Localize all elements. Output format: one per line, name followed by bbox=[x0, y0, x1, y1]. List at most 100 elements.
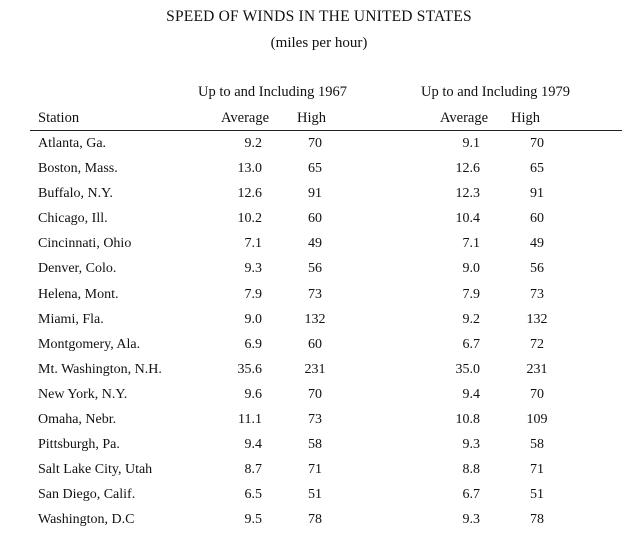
table-row: Buffalo, N.Y. 12.6 91 12.3 91 bbox=[0, 186, 638, 211]
cell-average-1967: 9.0 bbox=[244, 311, 263, 327]
cell-high-1979: 60 bbox=[530, 211, 544, 227]
cell-high-1979: 109 bbox=[526, 412, 548, 428]
cell-high-1967: 73 bbox=[308, 412, 322, 428]
cell-average-1967: 7.1 bbox=[244, 236, 263, 252]
cell-high-1979: 51 bbox=[530, 487, 544, 503]
cell-average-1979: 7.9 bbox=[462, 286, 481, 302]
table-row: Salt Lake City, Utah 8.7 71 8.8 71 bbox=[0, 462, 638, 487]
cell-average-1967: 6.9 bbox=[244, 336, 263, 352]
cell-average-1979: 9.3 bbox=[462, 512, 481, 528]
cell-high-1979: 91 bbox=[530, 186, 544, 202]
cell-high-1979: 56 bbox=[530, 261, 544, 277]
cell-average-1967: 6.5 bbox=[244, 487, 263, 503]
cell-station: Washington, D.C bbox=[38, 512, 135, 528]
cell-high-1967: 49 bbox=[308, 236, 322, 252]
cell-high-1979: 72 bbox=[530, 336, 544, 352]
group-header-1979: Up to and Including 1979 bbox=[421, 84, 571, 100]
table-title: SPEED OF WINDS IN THE UNITED STATES bbox=[166, 8, 472, 25]
column-header-station: Station bbox=[38, 110, 80, 126]
cell-high-1967: 132 bbox=[304, 311, 326, 327]
cell-average-1979: 12.6 bbox=[455, 161, 481, 177]
table-row: Miami, Fla. 9.0 132 9.2 132 bbox=[0, 312, 638, 337]
cell-average-1979: 6.7 bbox=[462, 336, 481, 352]
cell-high-1979: 71 bbox=[530, 462, 544, 478]
header-rule bbox=[30, 130, 622, 131]
cell-high-1979: 65 bbox=[530, 161, 544, 177]
column-header-average-1967: Average bbox=[221, 110, 270, 126]
table-body: Atlanta, Ga. 9.2 70 9.1 70 Boston, Mass. 13.0 6… bbox=[0, 136, 638, 538]
table-row: Omaha, Nebr. 11.1 73 10.8 109 bbox=[0, 412, 638, 437]
cell-average-1967: 9.5 bbox=[244, 512, 263, 528]
cell-average-1979: 10.4 bbox=[455, 211, 481, 227]
cell-average-1967: 9.2 bbox=[244, 136, 263, 151]
cell-high-1967: 70 bbox=[308, 136, 322, 151]
cell-average-1979: 6.7 bbox=[462, 487, 481, 503]
column-header-high-1967: High bbox=[297, 110, 326, 126]
cell-high-1967: 56 bbox=[308, 261, 322, 277]
cell-average-1967: 12.6 bbox=[237, 186, 263, 202]
cell-high-1967: 51 bbox=[308, 487, 322, 503]
cell-average-1979: 9.1 bbox=[462, 136, 481, 151]
table-row: Boston, Mass. 13.0 65 12.6 65 bbox=[0, 161, 638, 186]
cell-average-1979: 9.0 bbox=[462, 261, 481, 277]
cell-average-1967: 9.6 bbox=[244, 386, 263, 402]
cell-station: Cincinnati, Ohio bbox=[38, 236, 132, 252]
cell-average-1979: 35.0 bbox=[455, 361, 481, 377]
cell-station: Boston, Mass. bbox=[38, 161, 118, 177]
column-header-high-1979: High bbox=[511, 110, 540, 126]
cell-station: Denver, Colo. bbox=[38, 261, 117, 277]
cell-station: New York, N.Y. bbox=[38, 386, 128, 402]
cell-average-1967: 9.3 bbox=[244, 261, 263, 277]
cell-high-1979: 58 bbox=[530, 437, 544, 453]
cell-high-1967: 60 bbox=[308, 211, 322, 227]
cell-station: Buffalo, N.Y. bbox=[38, 186, 113, 202]
cell-high-1979: 132 bbox=[526, 311, 548, 327]
cell-station: Omaha, Nebr. bbox=[38, 412, 117, 428]
cell-average-1967: 13.0 bbox=[237, 161, 263, 177]
cell-average-1967: 11.1 bbox=[238, 412, 262, 428]
cell-high-1979: 70 bbox=[530, 386, 544, 402]
cell-high-1979: 231 bbox=[526, 361, 548, 377]
table-row: Washington, D.C 9.5 78 9.3 78 bbox=[0, 512, 638, 537]
cell-average-1967: 8.7 bbox=[244, 462, 263, 478]
cell-high-1967: 231 bbox=[304, 361, 326, 377]
table-row: Denver, Colo. 9.3 56 9.0 56 bbox=[0, 261, 638, 286]
cell-average-1979: 8.8 bbox=[462, 462, 481, 478]
table-row: Helena, Mont. 7.9 73 7.9 73 bbox=[0, 287, 638, 312]
cell-high-1967: 78 bbox=[308, 512, 322, 528]
cell-station: Pittsburgh, Pa. bbox=[38, 437, 120, 453]
cell-average-1979: 9.4 bbox=[462, 386, 481, 402]
table-row: Mt. Washington, N.H. 35.6 231 35.0 231 bbox=[0, 362, 638, 387]
cell-average-1979: 10.8 bbox=[455, 412, 481, 428]
table-subtitle: (miles per hour) bbox=[270, 35, 368, 51]
table-row: Pittsburgh, Pa. 9.4 58 9.3 58 bbox=[0, 437, 638, 462]
cell-average-1979: 7.1 bbox=[462, 236, 481, 252]
cell-high-1979: 70 bbox=[530, 136, 544, 151]
cell-station: Mt. Washington, N.H. bbox=[38, 361, 162, 377]
cell-average-1967: 10.2 bbox=[237, 211, 263, 227]
cell-average-1979: 9.2 bbox=[462, 311, 481, 327]
cell-station: Atlanta, Ga. bbox=[38, 136, 107, 151]
cell-average-1967: 35.6 bbox=[237, 361, 263, 377]
cell-high-1967: 58 bbox=[308, 437, 322, 453]
table-row: Chicago, Ill. 10.2 60 10.4 60 bbox=[0, 211, 638, 236]
cell-average-1967: 9.4 bbox=[244, 437, 263, 453]
cell-average-1979: 12.3 bbox=[455, 186, 481, 202]
cell-station: Chicago, Ill. bbox=[38, 211, 108, 227]
cell-high-1967: 60 bbox=[308, 336, 322, 352]
cell-station: Helena, Mont. bbox=[38, 286, 119, 302]
table-row: New York, N.Y. 9.6 70 9.4 70 bbox=[0, 387, 638, 412]
column-header-average-1979: Average bbox=[440, 110, 489, 126]
group-header-1967: Up to and Including 1967 bbox=[198, 84, 348, 100]
cell-high-1967: 70 bbox=[308, 386, 322, 402]
cell-station: Salt Lake City, Utah bbox=[38, 462, 153, 478]
table-row: Montgomery, Ala. 6.9 60 6.7 72 bbox=[0, 337, 638, 362]
cell-high-1967: 73 bbox=[308, 286, 322, 302]
table-row: Cincinnati, Ohio 7.1 49 7.1 49 bbox=[0, 236, 638, 261]
cell-high-1967: 91 bbox=[308, 186, 322, 202]
table-row: Atlanta, Ga. 9.2 70 9.1 70 bbox=[0, 136, 638, 161]
cell-station: Montgomery, Ala. bbox=[38, 336, 141, 352]
table-row: San Diego, Calif. 6.5 51 6.7 51 bbox=[0, 487, 638, 512]
cell-high-1967: 71 bbox=[308, 462, 322, 478]
cell-station: San Diego, Calif. bbox=[38, 487, 136, 503]
